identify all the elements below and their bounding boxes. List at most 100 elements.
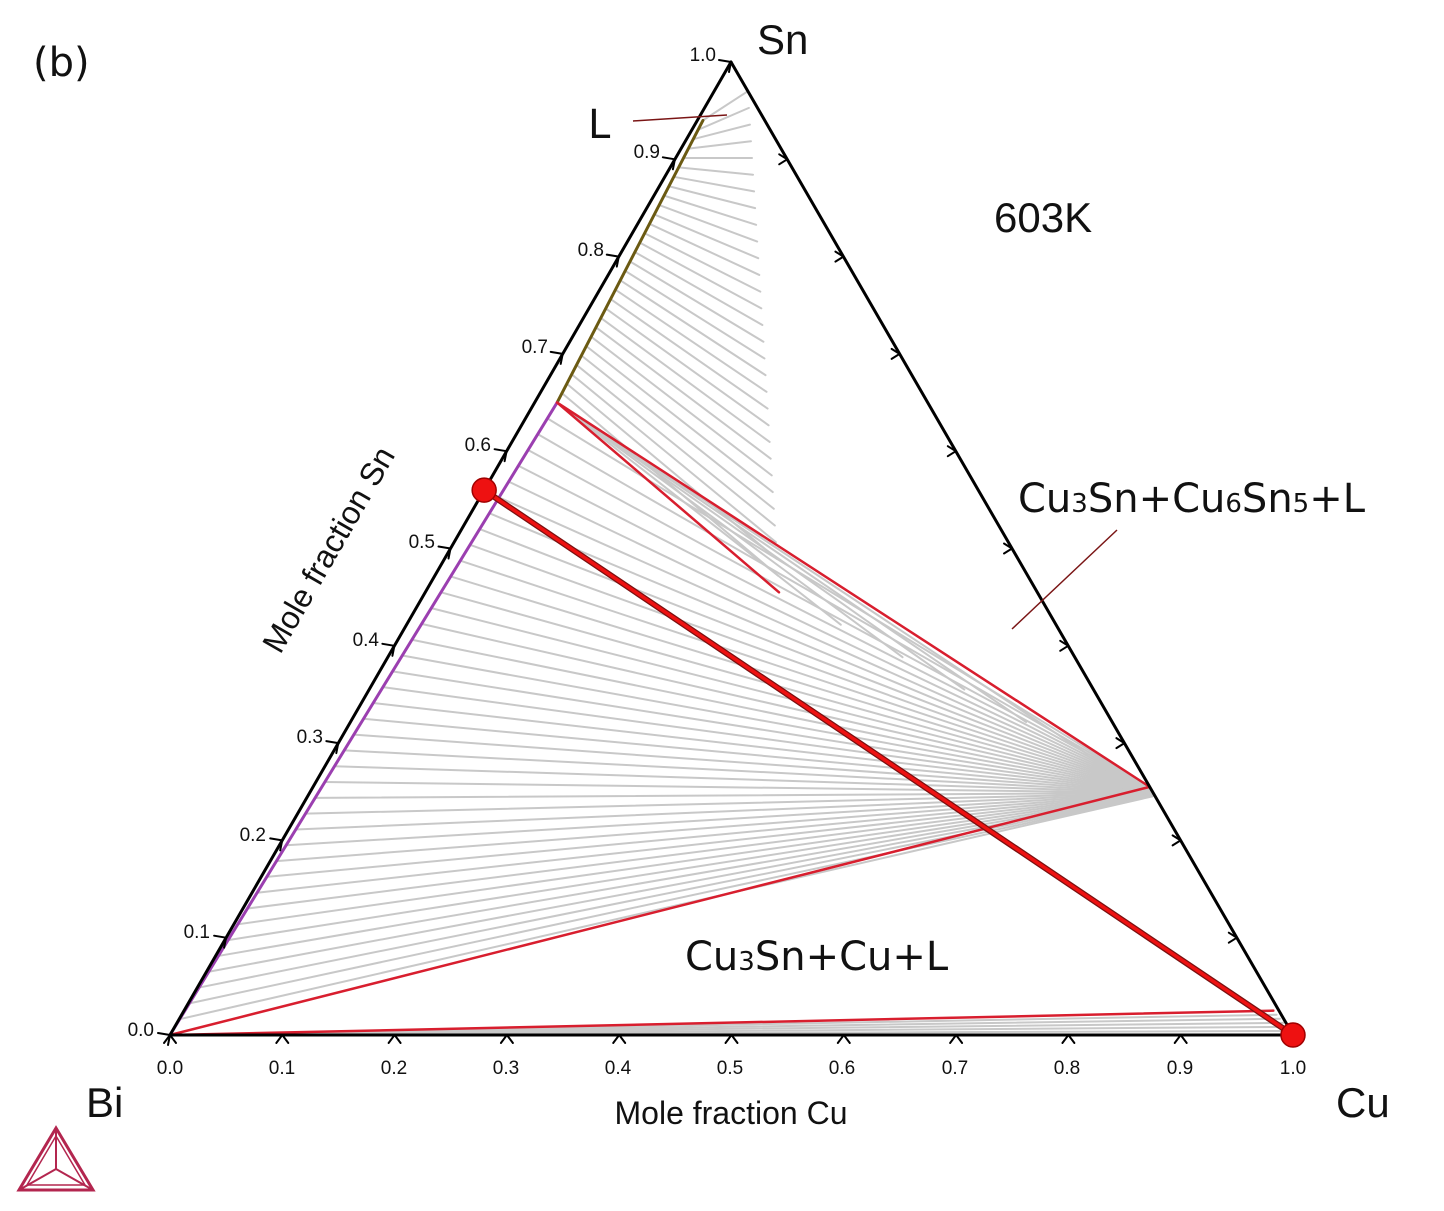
tick-mark (1171, 834, 1182, 842)
tie-line (227, 794, 1154, 942)
tick-mark (834, 255, 845, 263)
tie-line (663, 194, 758, 226)
tick-mark (1227, 936, 1238, 944)
tick-mark (437, 545, 452, 550)
tick-mark (661, 156, 676, 161)
tie-line (624, 269, 766, 360)
tie-line (658, 204, 759, 243)
region-label-cu3sn-cu-l: Cu3Sn+Cu+L (685, 934, 949, 980)
tie-line (352, 733, 1153, 793)
tick-mark (281, 1034, 290, 1044)
tick-mark (275, 1034, 284, 1044)
tick-mark (615, 255, 620, 268)
tick-mark (1227, 931, 1238, 939)
bottom-tick-label: 0.4 (605, 1058, 632, 1079)
tie-line (517, 464, 1151, 789)
tie-triangle-edge (168, 1009, 1275, 1037)
tie-line (285, 792, 1153, 847)
tick-mark (493, 448, 508, 453)
tie-line (343, 749, 1153, 794)
tie-line (314, 791, 1153, 799)
tick-mark (1115, 737, 1126, 745)
tick-mark (269, 837, 284, 842)
tick-mark (890, 352, 901, 360)
tick-mark (946, 445, 957, 453)
tick-mark (381, 642, 396, 647)
tie-line (294, 792, 1153, 831)
tick-mark (549, 350, 564, 355)
highlight-composition-line (471, 477, 1306, 1048)
label-fragment: 6 (1225, 489, 1242, 519)
tick-mark (1059, 639, 1070, 647)
tie-triangle-edge (555, 401, 781, 594)
tick-mark (955, 1034, 964, 1044)
left-tick-label: 0.6 (465, 435, 491, 456)
tie-line (599, 316, 771, 443)
tie-line (449, 575, 1152, 791)
left-tick-label: 1.0 (690, 45, 716, 66)
left-tick-label: 0.2 (240, 825, 266, 846)
tie-line (604, 307, 770, 427)
label-fragment: 3 (1071, 489, 1088, 519)
tie-line (498, 496, 1152, 790)
tie-line (527, 448, 1151, 789)
tie-line (672, 175, 756, 193)
bottom-tick-label: 0.2 (381, 1058, 407, 1079)
tick-mark (499, 1034, 508, 1044)
tie-line (410, 638, 1152, 792)
tie-line (570, 373, 777, 544)
tie-line (256, 793, 1153, 894)
tie-line (391, 670, 1152, 793)
tie-line (236, 793, 1154, 926)
bottom-tick-label: 0.3 (493, 1058, 519, 1079)
tick-mark (618, 1034, 627, 1044)
bottom-tick-label: 0.8 (1054, 1058, 1080, 1079)
tick-mark (612, 1034, 621, 1044)
tie-triangle-edge (168, 785, 1151, 1037)
bottom-tick-label: 0.1 (269, 1058, 295, 1079)
tie-line (687, 140, 752, 150)
tick-mark (157, 1032, 171, 1036)
tick-mark (718, 59, 732, 63)
bottom-tick-label: 0.6 (829, 1058, 855, 1079)
left-tick-label: 0.5 (409, 532, 435, 553)
label-fragment: 5 (1293, 489, 1310, 519)
tie-triangle-edge (555, 401, 1151, 789)
left-tick-labels: 0.0 0.1 0.2 0.3 0.4 0.5 0.6 0.7 0.8 0.9 … (128, 45, 716, 1041)
tick-mark (842, 1034, 851, 1044)
leader-line-three-phase (1011, 529, 1118, 630)
label-fragment: +L (1309, 476, 1366, 522)
tick-mark (778, 158, 789, 166)
tie-line (560, 392, 779, 577)
tick-mark (724, 1034, 733, 1044)
tie-line (643, 232, 762, 293)
tie-line (619, 279, 767, 377)
tie-line (565, 382, 778, 560)
tie-line (198, 794, 1154, 989)
tick-mark (1003, 547, 1013, 555)
tie-line (323, 781, 1153, 794)
bottom-tick-label: 0.5 (717, 1058, 743, 1079)
bottom-tick-labels: 0.0 0.1 0.2 0.3 0.4 0.5 0.6 0.7 0.8 0.9 … (157, 1058, 1306, 1079)
tick-mark (778, 153, 789, 161)
tick-mark (605, 253, 620, 258)
tick-mark (890, 347, 901, 355)
tie-line (556, 401, 842, 626)
tie-line (372, 701, 1153, 793)
tie-line (420, 622, 1152, 792)
tie-line (648, 222, 761, 276)
bottom-tick-label: 0.7 (942, 1058, 968, 1079)
tick-mark (167, 1034, 171, 1046)
composition-marker (1280, 1022, 1306, 1048)
tie-line (609, 298, 769, 410)
region-label-cu3sn-cu6sn5-l: Cu3Sn+Cu6Sn5+L (1018, 476, 1366, 522)
left-tick-label: 0.0 (128, 1020, 154, 1041)
tick-mark (1067, 1034, 1076, 1044)
tie-line (546, 417, 1151, 789)
tie-line (304, 792, 1153, 815)
tick-mark (1171, 839, 1182, 847)
vertex-label-sn: Sn (757, 16, 808, 63)
tie-line (580, 354, 775, 510)
tie-line (178, 795, 1154, 1021)
tie-line (439, 591, 1152, 791)
